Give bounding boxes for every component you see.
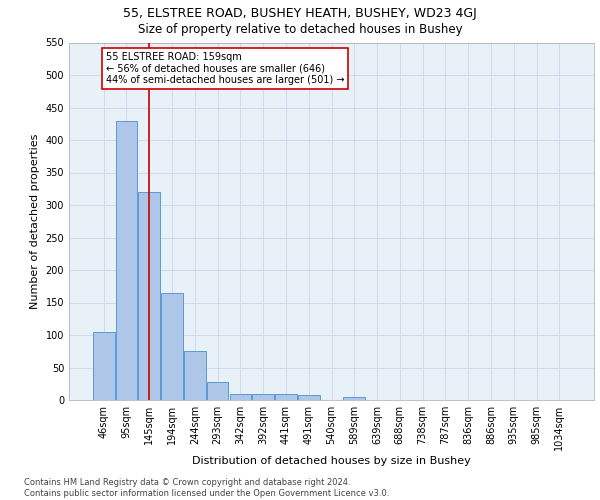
Bar [275,394,297,400]
Bar [184,351,206,400]
Y-axis label: Number of detached properties: Number of detached properties [30,134,40,309]
X-axis label: Distribution of detached houses by size in Bushey: Distribution of detached houses by size … [192,456,471,466]
Text: Size of property relative to detached houses in Bushey: Size of property relative to detached ho… [137,22,463,36]
Bar [116,120,137,400]
Bar [298,396,320,400]
Bar [230,394,251,400]
Bar [253,394,274,400]
Bar [161,292,183,400]
Text: 55, ELSTREE ROAD, BUSHEY HEATH, BUSHEY, WD23 4GJ: 55, ELSTREE ROAD, BUSHEY HEATH, BUSHEY, … [123,8,477,20]
Bar [343,398,365,400]
Bar [207,382,229,400]
Bar [93,332,115,400]
Bar [139,192,160,400]
Text: Contains HM Land Registry data © Crown copyright and database right 2024.
Contai: Contains HM Land Registry data © Crown c… [24,478,389,498]
Text: 55 ELSTREE ROAD: 159sqm
← 56% of detached houses are smaller (646)
44% of semi-d: 55 ELSTREE ROAD: 159sqm ← 56% of detache… [106,52,344,86]
